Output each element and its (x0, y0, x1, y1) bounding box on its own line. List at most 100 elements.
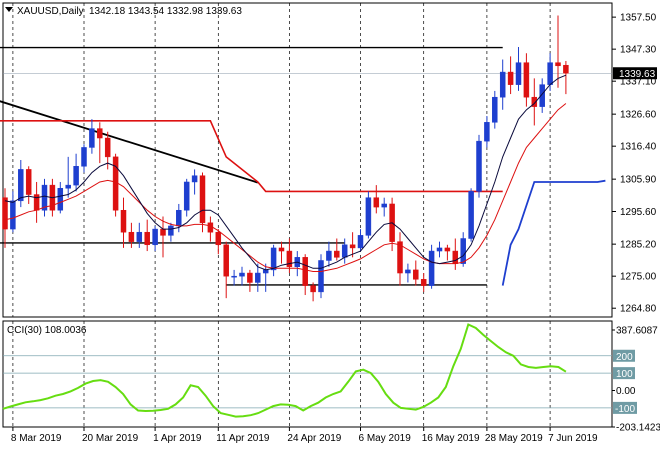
candle-body (57, 188, 64, 211)
date-label: 24 Apr 2019 (287, 433, 341, 444)
date-label: 28 May 2019 (485, 433, 543, 444)
candle-body (81, 147, 87, 167)
candle-body (523, 62, 530, 98)
cci-level-box (613, 349, 635, 362)
candle (420, 273, 427, 292)
candle (484, 116, 490, 148)
candle-body (231, 275, 237, 278)
candle-body (2, 197, 8, 230)
candle-body (183, 181, 190, 211)
cci-tick-label: 387.6087 (616, 326, 658, 337)
candle (318, 254, 324, 299)
candle-body (334, 250, 340, 258)
candle-body (18, 169, 24, 202)
price-tick-label: 1295.60 (620, 207, 657, 218)
candle (144, 219, 150, 252)
candle-body (341, 244, 348, 258)
cci-level-box (613, 367, 635, 380)
candle (136, 222, 143, 248)
candle (476, 134, 482, 198)
candle (73, 153, 79, 192)
price-tick-label: 1305.90 (620, 175, 657, 186)
candle-body (476, 140, 482, 192)
candle (413, 260, 419, 286)
price-tick-label: 1337.10 (620, 77, 657, 88)
candle (539, 78, 545, 113)
candle (294, 251, 301, 277)
candle-body (492, 96, 498, 123)
candle (33, 181, 40, 223)
candle-body (302, 257, 308, 286)
price-tick-label: 1275.00 (620, 272, 657, 283)
cci-pane-frame (2, 320, 613, 428)
main-pane-frame (2, 2, 613, 318)
candle-body (452, 250, 459, 264)
date-label: 11 Apr 2019 (216, 433, 270, 444)
candle (492, 90, 498, 129)
candle-body (223, 244, 229, 277)
candle-body (405, 269, 411, 274)
candle-body (215, 231, 222, 246)
date-label: 20 Mar 2019 (82, 433, 139, 444)
price-tick-label: 1357.50 (620, 13, 657, 24)
candle-body (25, 169, 32, 195)
slow-ma-line (4, 103, 567, 272)
price-tick-label: 1264.80 (620, 304, 657, 315)
candle-body (255, 272, 261, 283)
candle (302, 254, 308, 296)
candle (25, 166, 32, 204)
candle (563, 60, 569, 95)
candle (523, 53, 530, 107)
candle (112, 153, 119, 217)
candle-body (563, 64, 569, 74)
candle (41, 178, 48, 217)
candle (531, 78, 538, 126)
candle (97, 122, 103, 164)
candle (460, 232, 466, 267)
candle-body (531, 96, 538, 107)
candle (428, 244, 435, 289)
candle-body (420, 279, 427, 286)
candle-body (104, 137, 111, 158)
candle-body (136, 231, 143, 242)
candle-body (89, 128, 95, 148)
candle-body (381, 203, 387, 208)
candle (168, 222, 174, 242)
candle-body (41, 184, 48, 211)
candle (247, 269, 253, 292)
candle-body (499, 71, 506, 98)
candle-body (176, 209, 182, 227)
price-tick-label: 1347.30 (620, 45, 657, 56)
candle-body (191, 175, 198, 183)
ohlc-label: 1342.18 1343.54 1332.98 1339.63 (89, 6, 242, 17)
cci-line (2, 323, 567, 418)
candle (515, 46, 522, 91)
candle (349, 232, 356, 258)
candle-body (239, 272, 245, 277)
candle-body (444, 247, 451, 252)
candle (152, 225, 158, 252)
candle (365, 191, 372, 239)
candle (239, 266, 245, 286)
candle (18, 160, 24, 208)
price-tick-label: 1316.40 (620, 142, 657, 153)
candle-body (468, 191, 474, 239)
candle (120, 197, 127, 248)
date-label: 1 Apr 2019 (153, 433, 202, 444)
fast-ma-line (4, 74, 567, 271)
candle-body (65, 184, 71, 189)
dropdown-triangle-icon[interactable] (5, 7, 13, 12)
candle-body (357, 235, 364, 249)
candle-body (555, 62, 561, 67)
candle (405, 263, 411, 283)
candle-body (349, 244, 356, 249)
candle (10, 191, 16, 233)
candle (499, 59, 506, 110)
last-price-label: 1339.63 (619, 69, 656, 80)
candle-body (413, 269, 419, 280)
cci-tick-label: 100 (616, 369, 633, 380)
date-label: 16 May 2019 (422, 433, 480, 444)
candle (89, 119, 95, 154)
symbol-label: XAUUSD,Daily (17, 6, 84, 17)
